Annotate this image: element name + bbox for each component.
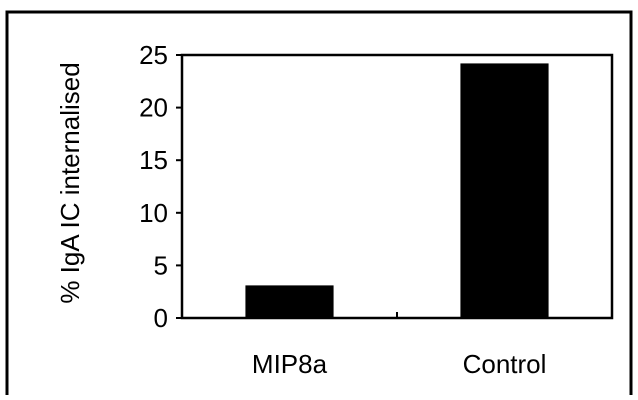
bar-mip8a <box>245 285 334 318</box>
bars <box>245 63 549 318</box>
y-tick-label: 20 <box>139 93 168 123</box>
outer-frame <box>5 10 633 400</box>
y-tick-label: 5 <box>154 250 168 280</box>
y-axis-title: % IgA IC internalised <box>55 62 85 303</box>
bar-control <box>460 63 549 318</box>
y-tick-label: 0 <box>154 303 168 333</box>
y-tick-label: 15 <box>139 145 168 175</box>
category-labels: MIP8a Control <box>252 349 546 379</box>
y-tick-label: 10 <box>139 198 168 228</box>
y-axis: 0 5 10 15 20 25 <box>139 40 182 333</box>
x-category-label: MIP8a <box>252 349 328 379</box>
y-tick-label: 25 <box>139 40 168 70</box>
x-category-label: Control <box>463 349 547 379</box>
